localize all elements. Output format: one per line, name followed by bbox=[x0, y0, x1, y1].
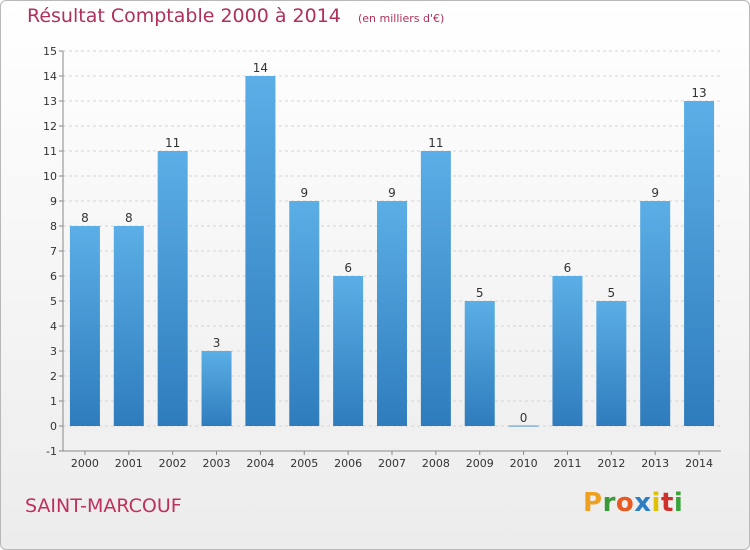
y-tick-label: -1 bbox=[46, 445, 57, 458]
chart-title-main: Résultat Comptable 2000 à 2014 bbox=[27, 5, 341, 27]
logo-letter: P bbox=[583, 488, 603, 518]
x-tick-label-2014: 2014 bbox=[685, 457, 713, 470]
chart-title: Résultat Comptable 2000 à 2014 (en milli… bbox=[27, 5, 444, 27]
x-tick-label-2006: 2006 bbox=[334, 457, 362, 470]
logo-letter: o bbox=[615, 488, 635, 518]
logo-letter: r bbox=[602, 488, 616, 518]
bar-2007 bbox=[377, 201, 407, 426]
y-tick-label: 10 bbox=[43, 170, 57, 183]
data-label-2006: 6 bbox=[344, 261, 352, 275]
data-label-2001: 8 bbox=[125, 211, 133, 225]
y-tick-label: 12 bbox=[43, 120, 57, 133]
bar-2014 bbox=[684, 101, 715, 426]
data-label-2003: 3 bbox=[213, 336, 221, 350]
data-label-2008: 11 bbox=[428, 136, 443, 150]
data-label-2011: 6 bbox=[564, 261, 572, 275]
y-tick-label: 11 bbox=[43, 145, 57, 158]
x-tick-label-2009: 2009 bbox=[466, 457, 494, 470]
logo-letter: x bbox=[634, 488, 652, 518]
y-tick-label: 2 bbox=[50, 370, 57, 383]
y-tick-label: 15 bbox=[43, 45, 57, 58]
chart-title-unit: (en milliers d'€) bbox=[357, 12, 445, 25]
data-label-2012: 5 bbox=[608, 286, 616, 300]
x-tick-label-2002: 2002 bbox=[159, 457, 187, 470]
y-tick-label: 7 bbox=[50, 245, 57, 258]
data-label-2004: 14 bbox=[253, 61, 268, 75]
data-label-2010: 0 bbox=[520, 411, 528, 425]
data-label-2000: 8 bbox=[81, 211, 89, 225]
data-label-2009: 5 bbox=[476, 286, 484, 300]
y-tick-label: 14 bbox=[43, 70, 57, 83]
x-tick-label-2005: 2005 bbox=[290, 457, 318, 470]
bar-2010 bbox=[508, 425, 539, 427]
bar-2006 bbox=[333, 276, 364, 426]
bar-2009 bbox=[464, 301, 495, 426]
data-label-2005: 9 bbox=[300, 186, 308, 200]
bar-2012 bbox=[596, 301, 627, 426]
y-tick-label: 6 bbox=[50, 270, 57, 283]
bar-2003 bbox=[201, 351, 232, 426]
bar-2001 bbox=[113, 226, 144, 426]
x-tick-label-2001: 2001 bbox=[115, 457, 143, 470]
bar-2011 bbox=[552, 276, 583, 426]
data-label-2007: 9 bbox=[388, 186, 396, 200]
commune-name: SAINT-MARCOUF bbox=[25, 495, 182, 517]
data-label-2014: 13 bbox=[691, 86, 706, 100]
bar-2004 bbox=[245, 76, 276, 426]
x-tick-label-2008: 2008 bbox=[422, 457, 450, 470]
data-label-2002: 11 bbox=[165, 136, 180, 150]
y-tick-label: 0 bbox=[50, 420, 57, 433]
y-tick-label: 4 bbox=[50, 320, 57, 333]
y-tick-label: 3 bbox=[50, 345, 57, 358]
logo-letter: i bbox=[673, 488, 684, 518]
bar-2013 bbox=[640, 201, 671, 426]
x-tick-label-2010: 2010 bbox=[510, 457, 538, 470]
x-tick-label-2013: 2013 bbox=[641, 457, 669, 470]
x-tick-label-2007: 2007 bbox=[378, 457, 406, 470]
y-tick-label: 1 bbox=[50, 395, 57, 408]
bar-2008 bbox=[420, 151, 451, 426]
y-tick-label: 13 bbox=[43, 95, 57, 108]
y-tick-label: 9 bbox=[50, 195, 57, 208]
y-tick-label: 8 bbox=[50, 220, 57, 233]
data-label-2013: 9 bbox=[651, 186, 659, 200]
x-tick-label-2011: 2011 bbox=[553, 457, 581, 470]
bar-2000 bbox=[69, 226, 100, 426]
proxiti-logo: Proxiti bbox=[583, 488, 683, 518]
bar-2002 bbox=[157, 151, 188, 426]
x-tick-label-2012: 2012 bbox=[597, 457, 625, 470]
y-tick-label: 5 bbox=[50, 295, 57, 308]
x-tick-label-2000: 2000 bbox=[71, 457, 99, 470]
x-tick-label-2003: 2003 bbox=[203, 457, 231, 470]
x-tick-label-2004: 2004 bbox=[246, 457, 274, 470]
logo-letter: t bbox=[660, 488, 674, 518]
logo-letter: i bbox=[651, 488, 661, 518]
bar-2005 bbox=[289, 201, 320, 426]
